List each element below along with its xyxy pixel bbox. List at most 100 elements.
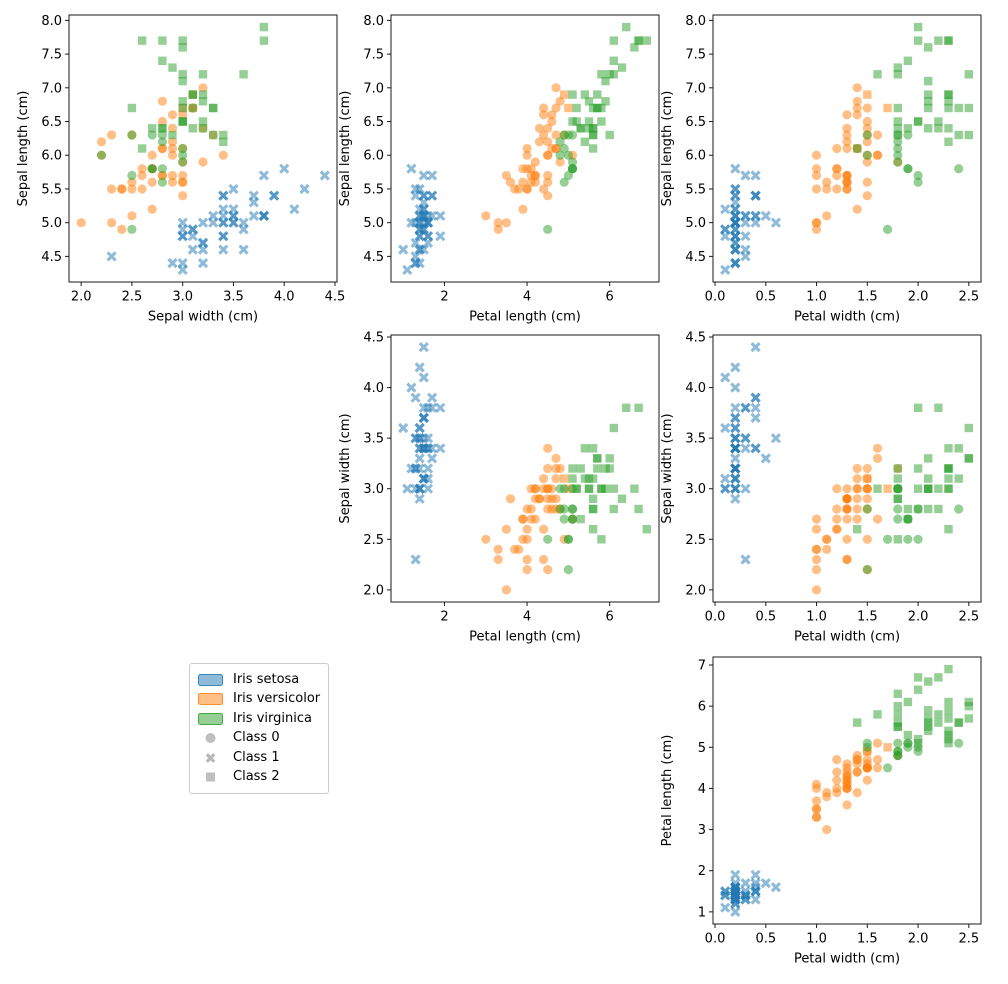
x-tick-label: 1.5	[857, 932, 878, 947]
legend-label: Class 0	[233, 730, 280, 746]
x-tick-label: 2.0	[908, 610, 929, 625]
legend-entry-class-0: Class 0	[198, 729, 320, 749]
x-tick-label: 2.0	[71, 290, 92, 305]
y-tick-label: 5.0	[363, 216, 384, 231]
legend-patch-icon	[198, 712, 223, 726]
x-tick-label: 2.5	[958, 610, 979, 625]
y-tick-label: 5.5	[685, 182, 706, 197]
y-tick-label: 5.0	[685, 216, 706, 231]
subplot-petal-length-vs-sepal-width: 2 4 6 2.0 2.5 3.0 3.5 4.0 4.5 Petal length (cm) Se…	[338, 331, 660, 645]
legend-patch-icon	[198, 673, 223, 687]
x-axis-label: Petal width (cm)	[794, 310, 900, 325]
legend-entry-iris-versicolor: Iris versicolor	[198, 690, 320, 710]
square-marker-icon	[198, 770, 223, 784]
x-tick-label: 4	[523, 290, 531, 305]
y-tick-label: 4.0	[363, 381, 384, 396]
x-axis-label: Sepal width (cm)	[148, 310, 258, 325]
data-points	[76, 22, 330, 275]
x-tick-label: 0.0	[705, 932, 726, 947]
x-tick-label: 1.5	[857, 290, 878, 305]
data-points	[398, 342, 651, 595]
data-points	[720, 664, 973, 917]
x-tick-label: 0.0	[705, 610, 726, 625]
x-tick-label: 1.0	[806, 610, 827, 625]
subplot-petal-length-vs-sepal-length: 2 4 6 4.5 5.0 5.5 6.0 6.5 7.0 7.5 8.0 Petal length …	[338, 14, 660, 325]
y-tick-label: 4.5	[685, 331, 706, 346]
subplot-petal-width-vs-sepal-width: 0.0 0.5 1.0 1.5 2.0 2.5 2.0 2.5 3.0 3.5 4.0 4.5 Peta…	[660, 331, 982, 645]
y-tick-label: 6.5	[363, 115, 384, 130]
x-tick-label: 0.5	[755, 290, 776, 305]
legend-label: Class 1	[233, 749, 280, 765]
x-axis-label: Petal width (cm)	[794, 630, 900, 645]
y-tick-label: 6.0	[363, 149, 384, 164]
x-axis-label: Petal length (cm)	[469, 630, 581, 645]
y-tick-label: 3.5	[363, 432, 384, 447]
y-tick-label: 7.5	[41, 48, 62, 63]
y-tick-label: 2.0	[685, 583, 706, 598]
x-tick-label: 2.0	[908, 290, 929, 305]
x-tick-label: 2	[440, 610, 448, 625]
y-tick-label: 6.0	[41, 149, 62, 164]
y-tick-label: 6.5	[41, 115, 62, 130]
y-tick-label: 3.0	[685, 482, 706, 497]
data-points	[720, 342, 973, 595]
x-tick-label: 3.5	[223, 290, 244, 305]
x-tick-label: 0.5	[755, 932, 776, 947]
y-tick-label: 4.5	[41, 250, 62, 265]
y-tick-label: 6	[698, 700, 706, 715]
y-axis-label: Sepal length (cm)	[16, 91, 31, 207]
y-tick-label: 2	[698, 864, 706, 879]
y-tick-label: 7.0	[363, 81, 384, 96]
x-axis-label: Petal length (cm)	[469, 310, 581, 325]
x-tick-label: 2.5	[958, 932, 979, 947]
x-tick-label: 1.5	[857, 610, 878, 625]
x-tick-label: 6	[606, 290, 614, 305]
y-tick-label: 3	[698, 823, 706, 838]
y-tick-label: 5	[698, 741, 706, 756]
y-tick-label: 8.0	[363, 14, 384, 29]
legend-label: Iris setosa	[233, 671, 300, 687]
y-tick-label: 7.5	[363, 48, 384, 63]
legend-entry-class-1: Class 1	[198, 748, 320, 768]
legend-label: Class 2	[233, 769, 280, 785]
y-tick-label: 6.5	[685, 115, 706, 130]
legend-entry-iris-setosa: Iris setosa	[198, 670, 320, 690]
legend-entry-class-2: Class 2	[198, 768, 320, 788]
x-axis-label: Petal width (cm)	[794, 952, 900, 967]
y-tick-label: 7.0	[685, 81, 706, 96]
x-tick-label: 4	[523, 610, 531, 625]
y-tick-label: 1	[698, 905, 706, 920]
x-tick-label: 2	[440, 290, 448, 305]
x-tick-label: 4.5	[325, 290, 346, 305]
y-tick-label: 2.5	[363, 533, 384, 548]
y-tick-label: 4.0	[685, 381, 706, 396]
y-tick-label: 4.5	[363, 331, 384, 346]
x-tick-label: 6	[606, 610, 614, 625]
y-tick-label: 4.5	[685, 250, 706, 265]
legend-label: Iris virginica	[233, 710, 312, 726]
y-tick-label: 7.5	[685, 48, 706, 63]
data-points	[398, 22, 651, 275]
y-tick-label: 8.0	[41, 14, 62, 29]
y-tick-label: 4	[698, 782, 706, 797]
y-tick-label: 2.0	[363, 583, 384, 598]
data-points	[720, 22, 973, 275]
y-tick-label: 5.5	[363, 182, 384, 197]
y-axis-label: Sepal length (cm)	[660, 91, 675, 207]
subplot-sepal-width-vs-sepal-length: 2.0 2.5 3.0 3.5 4.0 4.5 4.5 5.0 5.5 6.0 6.5 7.0 7.5 8…	[16, 14, 345, 325]
y-tick-label: 2.5	[685, 533, 706, 548]
y-tick-label: 8.0	[685, 14, 706, 29]
y-tick-label: 7	[698, 659, 706, 674]
x-tick-label: 1.0	[806, 290, 827, 305]
x-tick-label: 2.5	[958, 290, 979, 305]
x-tick-label: 2.0	[908, 932, 929, 947]
y-tick-label: 6.0	[685, 149, 706, 164]
legend-label: Iris versicolor	[233, 691, 321, 707]
legend-entry-iris-virginica: Iris virginica	[198, 709, 320, 729]
y-tick-label: 3.5	[685, 432, 706, 447]
y-tick-label: 7.0	[41, 81, 62, 96]
circle-marker-icon	[198, 731, 223, 745]
x-tick-label: 0.0	[705, 290, 726, 305]
subplot-petal-width-vs-sepal-length: 0.0 0.5 1.0 1.5 2.0 2.5 4.5 5.0 5.5 6.0 6.5 7.0 7.5 8…	[660, 14, 982, 325]
